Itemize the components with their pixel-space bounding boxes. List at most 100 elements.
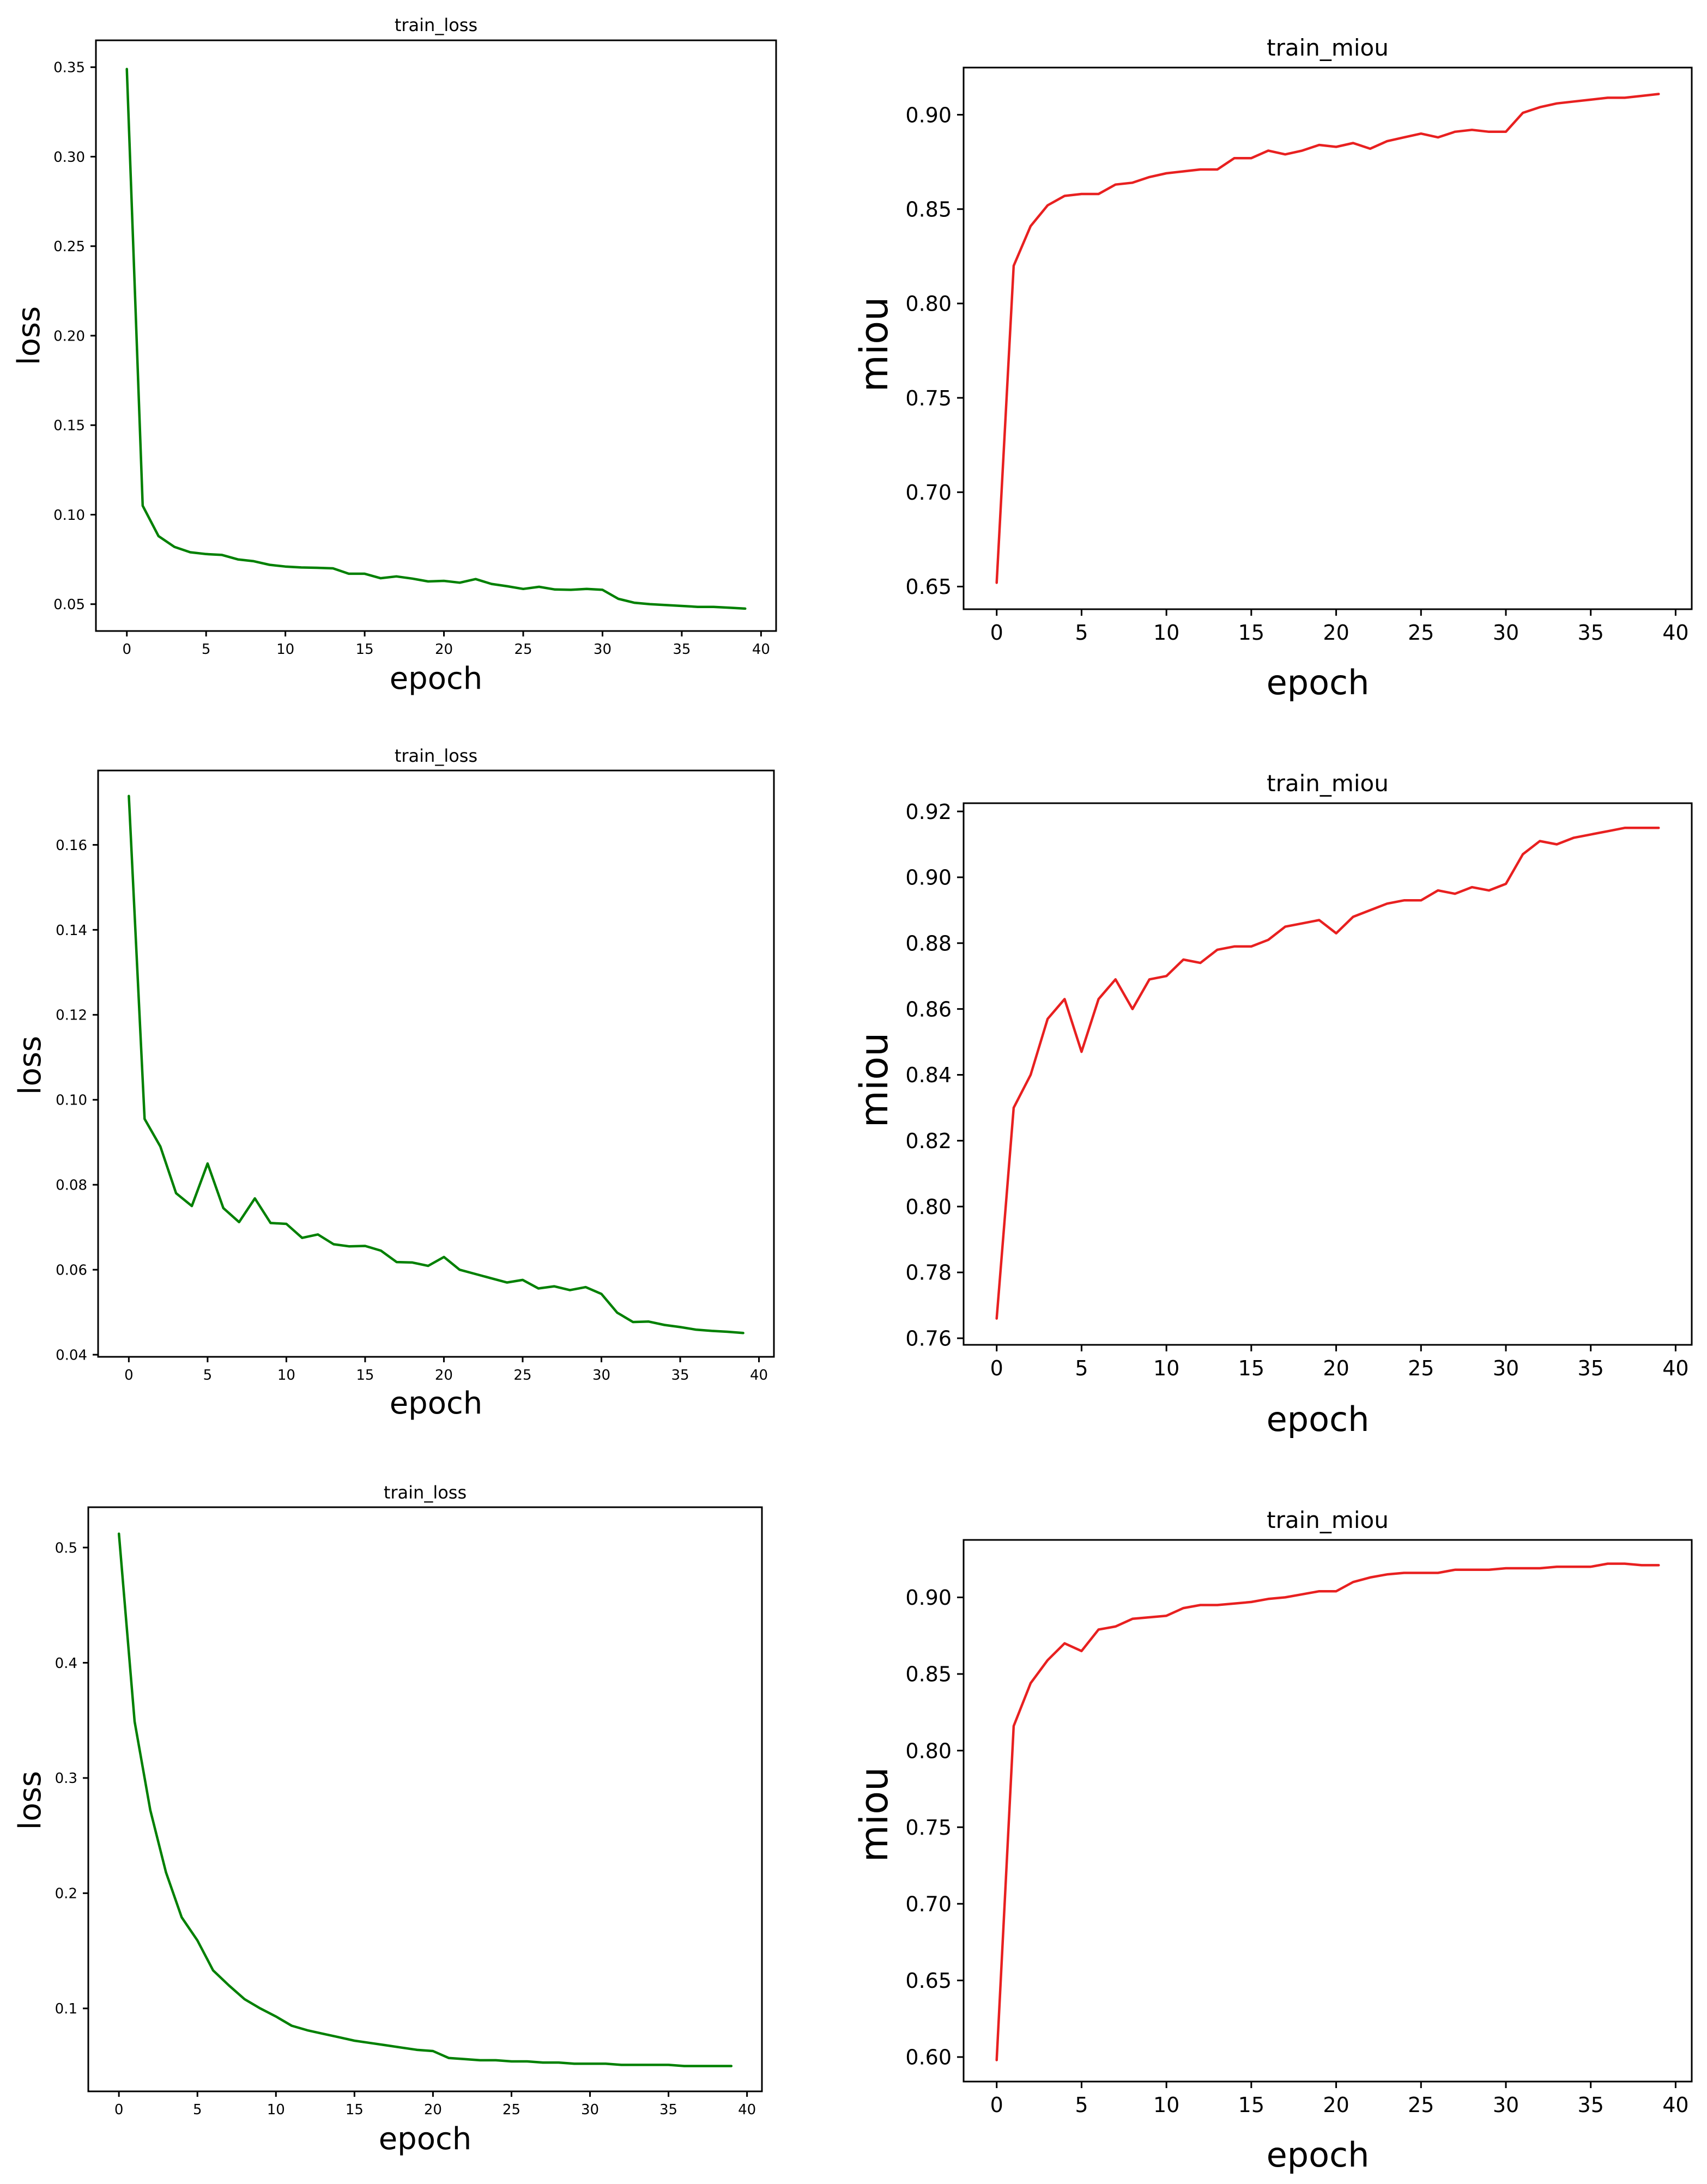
y-tick-label: 0.82 <box>905 1129 952 1153</box>
y-tick-label: 0.85 <box>905 1663 952 1686</box>
y-tick-label: 0.14 <box>56 923 87 939</box>
y-tick-label: 0.60 <box>905 2046 952 2070</box>
y-tick-label: 0.90 <box>905 866 952 890</box>
x-tick-label: 25 <box>503 2102 520 2118</box>
x-axis-label: epoch <box>379 2121 472 2157</box>
y-tick-label: 0.15 <box>53 418 85 434</box>
x-tick-label: 35 <box>1578 1356 1604 1380</box>
x-tick-label: 15 <box>1238 1356 1264 1380</box>
chart-miou-3: train_miou epoch miou 0 5 10 15 20 25 30 35 40 0… <box>852 1507 1693 2175</box>
x-tick-label: 40 <box>1662 621 1688 645</box>
x-tick-label: 25 <box>1408 2093 1434 2117</box>
x-tick-label: 10 <box>1153 621 1179 645</box>
y-tick-label: 0.16 <box>56 838 87 854</box>
y-tick-label: 0.1 <box>55 2001 77 2017</box>
y-ticks: 0.1 0.2 0.3 0.4 0.5 <box>55 1540 88 2017</box>
chart-title: train_loss <box>395 745 477 766</box>
series-group <box>995 827 1660 1320</box>
chart-loss-1: train_loss epoch loss 0 5 10 15 20 25 30 35 40 0… <box>11 15 777 696</box>
y-tick-label: 0.84 <box>905 1063 952 1087</box>
x-ticks: 0 5 10 15 20 25 30 35 40 <box>990 1345 1689 1380</box>
y-tick-label: 0.12 <box>56 1008 87 1024</box>
y-tick-label: 0.76 <box>905 1327 952 1351</box>
x-tick-label: 20 <box>1323 2093 1349 2117</box>
series-group <box>117 1532 733 2067</box>
x-ticks: 0 5 10 15 20 25 30 35 40 <box>114 2091 756 2118</box>
y-tick-label: 0.75 <box>905 1816 952 1840</box>
x-tick-label: 10 <box>277 1367 295 1384</box>
x-tick-label: 40 <box>750 1367 768 1384</box>
y-tick-label: 0.70 <box>905 481 952 505</box>
y-ticks: 0.65 0.70 0.75 0.80 0.85 0.90 <box>905 103 964 599</box>
x-tick-label: 5 <box>1075 2093 1088 2117</box>
x-tick-label: 15 <box>356 641 374 658</box>
series-line-train-loss <box>117 1532 733 2067</box>
x-tick-label: 30 <box>581 2102 599 2118</box>
x-axis-label: epoch <box>390 1386 483 1421</box>
series-line-train-miou <box>995 93 1660 584</box>
x-tick-label: 10 <box>1153 2093 1179 2117</box>
y-axis-label: loss <box>13 1036 48 1095</box>
plot-frame <box>87 1506 763 2092</box>
x-tick-label: 20 <box>424 2102 442 2118</box>
series-group <box>125 68 747 610</box>
y-axis-label: miou <box>852 297 897 392</box>
y-tick-label: 0.80 <box>905 1739 952 1763</box>
x-tick-label: 35 <box>671 1367 689 1384</box>
x-axis-label: epoch <box>1267 1399 1370 1439</box>
y-axis-label: miou <box>852 1033 897 1128</box>
chart-title: train_miou <box>1267 34 1389 61</box>
y-axis-label: miou <box>852 1767 897 1863</box>
plot-frame <box>963 1539 1693 2083</box>
y-tick-label: 0.70 <box>905 1892 952 1916</box>
x-tick-label: 5 <box>1075 1356 1088 1380</box>
x-tick-label: 20 <box>435 641 453 658</box>
y-tick-label: 0.88 <box>905 931 952 955</box>
y-tick-label: 0.90 <box>905 103 952 127</box>
y-tick-label: 0.30 <box>53 149 85 166</box>
x-tick-label: 25 <box>514 641 532 658</box>
y-ticks: 0.60 0.65 0.70 0.75 0.80 0.85 0.90 <box>905 1586 964 2070</box>
chart-loss-2: train_loss epoch loss 0 5 10 15 20 25 30 35 40 0… <box>13 745 775 1421</box>
chart-title: train_loss <box>395 15 477 35</box>
y-tick-label: 0.05 <box>53 597 85 613</box>
x-tick-label: 30 <box>1493 621 1519 645</box>
y-tick-label: 0.08 <box>56 1178 87 1194</box>
y-tick-label: 0.2 <box>55 1886 77 1902</box>
x-tick-label: 30 <box>594 641 612 658</box>
x-tick-label: 5 <box>202 641 211 658</box>
x-tick-label: 40 <box>738 2102 756 2118</box>
x-tick-label: 15 <box>356 1367 374 1384</box>
chart-loss-3: train_loss epoch loss 0 5 10 15 20 25 30 35 40 0… <box>13 1482 763 2157</box>
x-tick-label: 5 <box>1075 621 1088 645</box>
x-ticks: 0 5 10 15 20 25 30 35 40 <box>122 631 770 658</box>
x-tick-label: 35 <box>659 2102 677 2118</box>
y-tick-label: 0.80 <box>905 292 952 316</box>
x-ticks: 0 5 10 15 20 25 30 35 40 <box>124 1357 768 1384</box>
x-tick-label: 25 <box>1408 1356 1434 1380</box>
y-tick-label: 0.5 <box>55 1540 77 1556</box>
x-tick-label: 0 <box>124 1367 134 1384</box>
y-ticks: 0.76 0.78 0.80 0.82 0.84 0.86 0.88 0.90 0.92 <box>905 800 964 1351</box>
series-group <box>995 93 1660 584</box>
series-group <box>128 794 744 1334</box>
x-ticks: 0 5 10 15 20 25 30 35 40 <box>990 609 1689 645</box>
x-axis-label: epoch <box>1267 2135 1370 2175</box>
y-tick-label: 0.90 <box>905 1586 952 1610</box>
y-tick-label: 0.85 <box>905 197 952 221</box>
y-tick-label: 0.25 <box>53 239 85 255</box>
series-line-train-loss <box>128 794 744 1334</box>
y-tick-label: 0.04 <box>56 1347 87 1363</box>
x-tick-label: 0 <box>990 2093 1003 2117</box>
x-tick-label: 35 <box>1578 2093 1604 2117</box>
chart-title: train_miou <box>1267 770 1389 797</box>
y-tick-label: 0.86 <box>905 997 952 1021</box>
x-tick-label: 35 <box>673 641 691 658</box>
y-tick-label: 0.92 <box>905 800 952 824</box>
chart-title: train_miou <box>1267 1507 1389 1533</box>
x-tick-label: 40 <box>1662 2093 1688 2117</box>
x-tick-label: 0 <box>990 1356 1003 1380</box>
x-tick-label: 0 <box>122 641 131 658</box>
x-tick-label: 15 <box>346 2102 364 2118</box>
